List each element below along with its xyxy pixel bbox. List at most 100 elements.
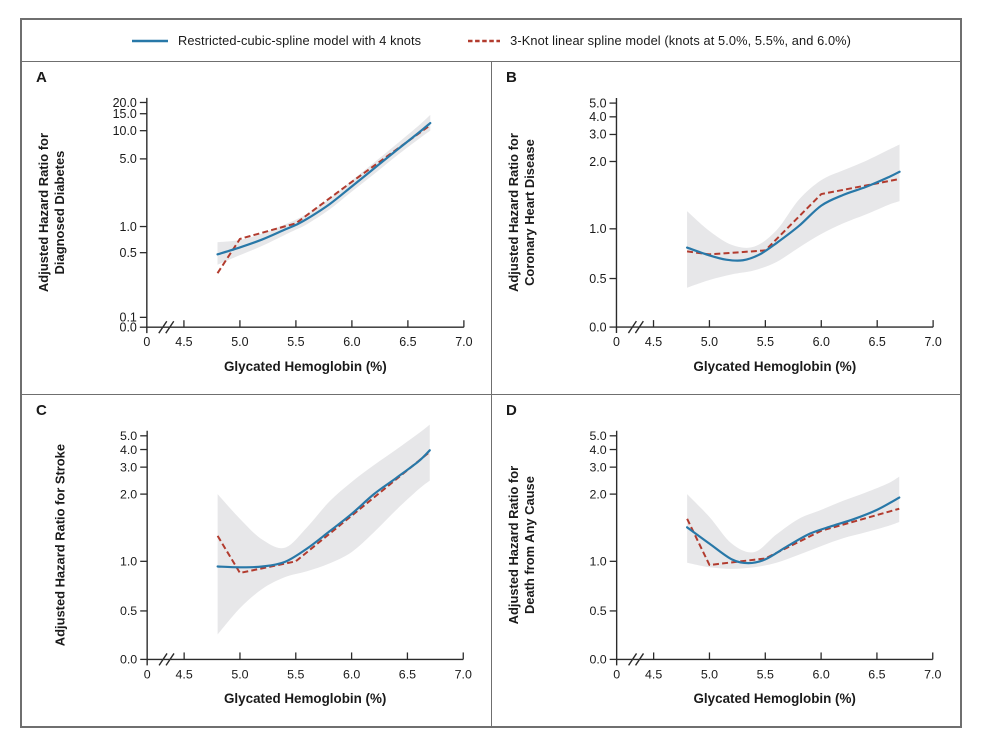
svg-text:5.5: 5.5 bbox=[757, 667, 774, 681]
x-axis-title: Glycated Hemoglobin (%) bbox=[224, 691, 386, 706]
svg-text:0.0: 0.0 bbox=[120, 653, 137, 667]
axis-break-icon bbox=[158, 653, 168, 666]
axis-break-icon bbox=[628, 653, 638, 666]
legend-item-rcs: Restricted-cubic-spline model with 4 kno… bbox=[131, 33, 421, 48]
svg-text:6.5: 6.5 bbox=[868, 667, 885, 681]
panel-D-letter: D bbox=[506, 402, 517, 419]
svg-text:1.0: 1.0 bbox=[120, 220, 137, 234]
svg-text:0: 0 bbox=[144, 667, 151, 681]
series-linear-spline bbox=[686, 507, 900, 566]
legend-label-linear-spline: 3-Knot linear spline model (knots at 5.0… bbox=[510, 33, 852, 48]
svg-text:5.0: 5.0 bbox=[120, 429, 137, 443]
y-axis-title: Adjusted Hazard Ratio forCoronary Heart … bbox=[506, 133, 537, 292]
svg-text:3.0: 3.0 bbox=[589, 128, 606, 142]
solid-line-swatch-icon bbox=[131, 39, 168, 42]
svg-text:6.0: 6.0 bbox=[813, 335, 830, 349]
axis-break-icon bbox=[165, 653, 175, 666]
svg-text:5.0: 5.0 bbox=[701, 667, 718, 681]
svg-text:5.0: 5.0 bbox=[589, 429, 606, 443]
panel-D: D 5.0 4.0 3.0 2.0 1.0 0.5 0.0 0 4.5 5.0 5.5 6.0 6.5 7… bbox=[491, 394, 960, 726]
series-linear-spline bbox=[216, 451, 431, 574]
svg-text:0.0: 0.0 bbox=[589, 320, 606, 334]
svg-text:4.5: 4.5 bbox=[645, 335, 662, 349]
svg-text:7.0: 7.0 bbox=[924, 335, 941, 349]
legend-label-rcs: Restricted-cubic-spline model with 4 kno… bbox=[177, 33, 422, 48]
svg-text:2.0: 2.0 bbox=[589, 487, 606, 501]
series-cubic-spline bbox=[216, 121, 432, 256]
svg-text:6.5: 6.5 bbox=[399, 667, 416, 681]
y-axis-title: Adjusted Hazard Ratio for Stroke bbox=[53, 444, 68, 646]
panel-C-letter: C bbox=[36, 402, 47, 419]
svg-text:15.0: 15.0 bbox=[113, 107, 137, 121]
legend-item-linear-spline: 3-Knot linear spline model (knots at 5.0… bbox=[467, 33, 851, 48]
panel-A-letter: A bbox=[36, 69, 47, 86]
svg-text:1.0: 1.0 bbox=[589, 222, 606, 236]
svg-text:4.5: 4.5 bbox=[645, 667, 662, 681]
svg-text:5.0: 5.0 bbox=[231, 335, 248, 349]
svg-text:1.0: 1.0 bbox=[589, 555, 606, 569]
x-axis-title: Glycated Hemoglobin (%) bbox=[693, 359, 856, 374]
svg-text:6.5: 6.5 bbox=[399, 335, 416, 349]
svg-text:5.5: 5.5 bbox=[287, 335, 304, 349]
svg-text:4.0: 4.0 bbox=[589, 443, 606, 457]
svg-text:0.0: 0.0 bbox=[589, 653, 606, 667]
panel-C: C 5.0 4.0 3.0 2.0 1.0 0.5 0.0 0 4.5 5.0 5.5 6.0 6.5 7… bbox=[22, 394, 491, 726]
dashed-line-swatch-icon bbox=[468, 39, 501, 42]
svg-text:6.0: 6.0 bbox=[343, 335, 360, 349]
svg-text:5.0: 5.0 bbox=[120, 152, 137, 166]
svg-text:5.0: 5.0 bbox=[701, 335, 718, 349]
svg-text:20.0: 20.0 bbox=[113, 96, 137, 110]
figure-legend: Restricted-cubic-spline model with 4 kno… bbox=[22, 20, 960, 62]
svg-text:0.0: 0.0 bbox=[120, 320, 137, 334]
svg-text:0.1: 0.1 bbox=[120, 311, 137, 325]
axis-break-icon bbox=[634, 320, 644, 334]
svg-text:7.0: 7.0 bbox=[455, 335, 472, 349]
svg-text:0.5: 0.5 bbox=[120, 246, 137, 260]
svg-text:1.0: 1.0 bbox=[120, 555, 137, 569]
svg-text:5.5: 5.5 bbox=[757, 335, 774, 349]
panel-C-chart: 5.04.03.02.01.00.50.00 4.5 5.0 5.5 6.0 6.5 7.0… bbox=[53, 424, 472, 706]
y-axis-title: Adjusted Hazard Ratio forDiagnosed Diabe… bbox=[36, 133, 67, 292]
x-axis-title: Glycated Hemoglobin (%) bbox=[694, 691, 856, 706]
ci-band bbox=[217, 424, 430, 635]
ci-band bbox=[217, 114, 431, 265]
svg-text:0: 0 bbox=[613, 335, 620, 349]
panels-grid: A 20.0 15.0 10.0 5.0 1.0 0.5 0.1 0.0 0 4.5 5.0 5.5 6… bbox=[22, 62, 960, 726]
svg-text:0.5: 0.5 bbox=[589, 604, 606, 618]
svg-text:4.5: 4.5 bbox=[175, 335, 192, 349]
svg-text:4.0: 4.0 bbox=[120, 443, 137, 457]
y-axis-title: Adjusted Hazard Ratio forDeath from Any … bbox=[506, 466, 537, 624]
panel-D-chart: 5.04.03.02.01.00.50.00 4.5 5.0 5.5 6.0 6.5 7.0… bbox=[506, 429, 941, 706]
series-cubic-spline bbox=[216, 449, 431, 569]
svg-text:5.5: 5.5 bbox=[287, 667, 304, 681]
ci-band bbox=[687, 476, 900, 569]
svg-text:2.0: 2.0 bbox=[120, 487, 137, 501]
svg-text:0.5: 0.5 bbox=[589, 272, 606, 286]
panel-B-chart: 5.04.03.02.01.00.50.00 4.5 5.0 5.5 6.0 6.5 7.0… bbox=[506, 96, 942, 374]
svg-text:4.5: 4.5 bbox=[176, 667, 193, 681]
axis-break-icon bbox=[634, 653, 645, 666]
series-cubic-spline bbox=[685, 170, 901, 262]
svg-text:0: 0 bbox=[143, 335, 150, 349]
svg-text:7.0: 7.0 bbox=[924, 667, 941, 681]
axis-break-icon bbox=[627, 320, 637, 334]
svg-text:0.5: 0.5 bbox=[120, 604, 137, 618]
svg-text:2.0: 2.0 bbox=[589, 155, 606, 169]
svg-text:3.0: 3.0 bbox=[589, 460, 606, 474]
panel-B: B 5.0 4.0 3.0 2.0 1.0 0.5 0.0 0 4.5 5.0 5.5 6.0 6.5 7… bbox=[491, 62, 960, 394]
svg-text:0: 0 bbox=[613, 667, 620, 681]
axis-break-icon bbox=[158, 320, 168, 334]
svg-text:7.0: 7.0 bbox=[455, 667, 472, 681]
svg-text:5.0: 5.0 bbox=[231, 667, 248, 681]
panel-A-chart: 20.015.0 10.0 5.0 1.0 0.5 0.10.0 0 4.5 5.0 5.5 6.0… bbox=[36, 96, 472, 374]
x-axis-title: Glycated Hemoglobin (%) bbox=[224, 359, 387, 374]
panel-A: A 20.0 15.0 10.0 5.0 1.0 0.5 0.1 0.0 0 4.5 5.0 5.5 6… bbox=[22, 62, 491, 394]
series-cubic-spline bbox=[686, 496, 901, 565]
svg-text:6.0: 6.0 bbox=[812, 667, 829, 681]
svg-text:3.0: 3.0 bbox=[120, 460, 137, 474]
panel-B-letter: B bbox=[506, 69, 517, 86]
svg-text:4.0: 4.0 bbox=[589, 110, 606, 124]
svg-text:5.0: 5.0 bbox=[589, 96, 606, 110]
figure-frame: Restricted-cubic-spline model with 4 kno… bbox=[20, 18, 962, 728]
